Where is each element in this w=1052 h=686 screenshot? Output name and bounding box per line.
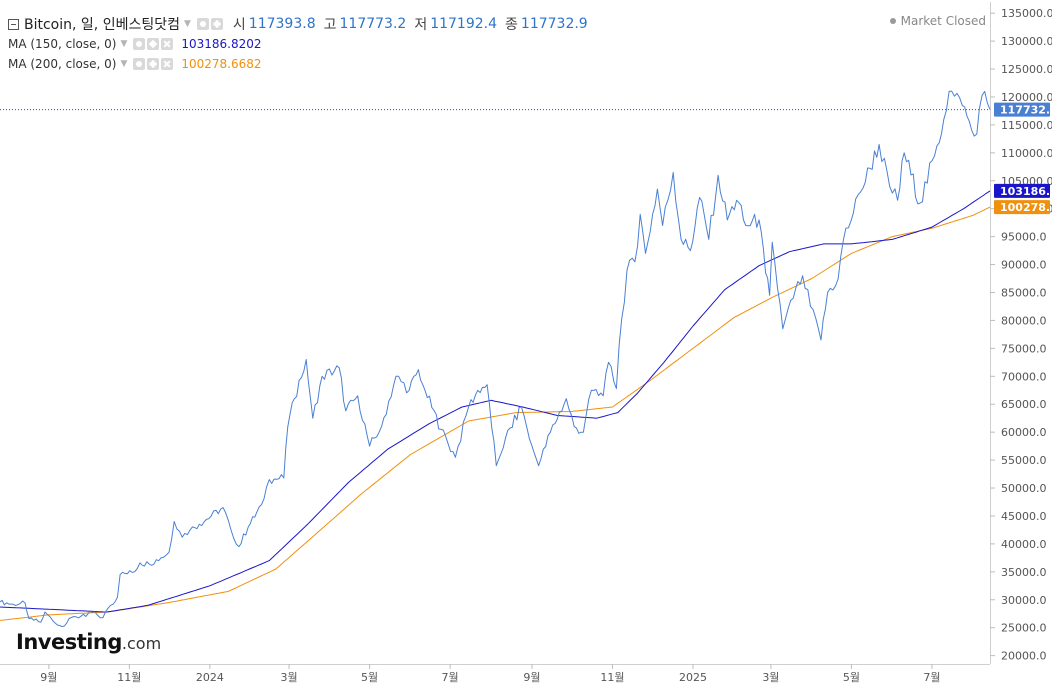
y-tick-label: 40000.0 xyxy=(1001,538,1047,551)
ma150-label[interactable]: MA (150, close, 0) xyxy=(8,37,117,51)
gear-icon[interactable] xyxy=(147,38,160,50)
x-tick-label: 7월 xyxy=(923,671,940,684)
x-tick-label: 5월 xyxy=(361,671,378,684)
price-tag-label: 117732.9 xyxy=(1000,104,1052,117)
chevron-down-icon[interactable]: ▼ xyxy=(120,39,128,49)
logo-main: Investing xyxy=(16,630,122,654)
gear-icon[interactable] xyxy=(147,58,160,70)
main-legend: Bitcoin, 일, 인베스팅닷컴 ▼ 시 117393.8 고 117773… xyxy=(8,14,588,34)
y-tick-label: 85000.0 xyxy=(1001,286,1047,299)
market-status-text: Market Closed xyxy=(900,14,986,28)
price-tag-box xyxy=(994,200,1050,215)
high-value: 117773.2 xyxy=(339,16,407,32)
low-value: 117192.4 xyxy=(430,16,498,32)
x-tick-label: 2024 xyxy=(196,671,224,684)
x-tick-label: 3월 xyxy=(762,671,779,684)
y-tick-label: 75000.0 xyxy=(1001,342,1047,355)
eye-icon[interactable] xyxy=(196,18,209,30)
ma200-value: 100278.6682 xyxy=(181,57,262,71)
x-tick-label: 5월 xyxy=(843,671,860,684)
eye-icon[interactable] xyxy=(133,58,146,70)
y-tick-label: 95000.0 xyxy=(1001,231,1047,244)
price-tag-box xyxy=(994,102,1050,117)
y-tick-label: 130000.0 xyxy=(1001,35,1052,48)
series-layer xyxy=(0,90,991,628)
open-label: 시 xyxy=(232,17,246,33)
gear-icon[interactable] xyxy=(210,18,223,30)
close-icon[interactable] xyxy=(161,58,174,70)
logo-suffix: .com xyxy=(121,634,162,653)
y-tick-label: 70000.0 xyxy=(1001,370,1047,383)
price-tag-layer: 117732.9 103186.8 100278.7 xyxy=(994,102,1052,215)
x-tick-label: 11월 xyxy=(600,671,624,684)
y-tick-label: 20000.0 xyxy=(1001,650,1047,663)
market-status: Market Closed xyxy=(889,14,986,28)
open-value: 117393.8 xyxy=(248,16,316,32)
ma150-series-line xyxy=(0,190,991,613)
x-tick-label: 9월 xyxy=(523,671,540,684)
y-tick-label: 120000.0 xyxy=(1001,91,1052,104)
y-tick-label: 55000.0 xyxy=(1001,454,1047,467)
x-tick-label: 3월 xyxy=(281,671,298,684)
symbol-title[interactable]: Bitcoin, 일, 인베스팅닷컴 xyxy=(24,17,180,33)
x-tick-label: 7월 xyxy=(442,671,459,684)
y-tick-label: 110000.0 xyxy=(1001,147,1052,160)
price-tag-label: 100278.7 xyxy=(1000,201,1052,214)
close-icon[interactable] xyxy=(161,38,174,50)
x-tick-label: 11월 xyxy=(117,671,141,684)
investing-logo: Investing.com xyxy=(16,630,161,654)
close-label: 종 xyxy=(505,17,518,33)
x-tick-label: 2025 xyxy=(679,671,707,684)
price-tag-label: 103186.8 xyxy=(1000,185,1052,198)
ma150-legend: MA (150, close, 0) ▼ 103186.8202 xyxy=(8,37,262,51)
y-tick-label: 115000.0 xyxy=(1001,119,1052,132)
y-tick-label: 65000.0 xyxy=(1001,398,1047,411)
y-tick-label: 35000.0 xyxy=(1001,566,1047,579)
y-tick-label: 60000.0 xyxy=(1001,426,1047,439)
price-tag-box xyxy=(994,183,1050,198)
y-tick-label: 45000.0 xyxy=(1001,510,1047,523)
ma200-series-line xyxy=(0,206,991,621)
chevron-down-icon[interactable]: ▼ xyxy=(183,19,191,29)
plot-border xyxy=(0,2,991,665)
close-value: 117732.9 xyxy=(520,16,588,32)
ma200-label[interactable]: MA (200, close, 0) xyxy=(8,57,117,71)
collapse-icon[interactable] xyxy=(8,18,19,30)
time-axis[interactable]: 9월 11월 2024 3월 5월 7월 9월 11월 2025 3월 5월 7월 xyxy=(40,664,940,684)
y-tick-label: 135000.0 xyxy=(1001,7,1052,20)
y-tick-label: 125000.0 xyxy=(1001,63,1052,76)
ma150-value: 103186.8202 xyxy=(181,37,262,51)
x-tick-label: 9월 xyxy=(40,671,57,684)
status-dot-icon xyxy=(889,18,896,24)
y-tick-label: 80000.0 xyxy=(1001,314,1047,327)
low-label: 저 xyxy=(414,17,428,33)
chevron-down-icon[interactable]: ▼ xyxy=(120,59,128,69)
y-tick-label: 50000.0 xyxy=(1001,482,1047,495)
y-tick-label: 30000.0 xyxy=(1001,594,1047,607)
high-label: 고 xyxy=(323,17,337,33)
y-tick-label: 25000.0 xyxy=(1001,622,1047,635)
ma200-legend: MA (200, close, 0) ▼ 100278.6682 xyxy=(8,57,262,71)
eye-icon[interactable] xyxy=(133,38,146,50)
price-series-line xyxy=(0,90,991,628)
y-tick-label: 90000.0 xyxy=(1001,259,1047,272)
